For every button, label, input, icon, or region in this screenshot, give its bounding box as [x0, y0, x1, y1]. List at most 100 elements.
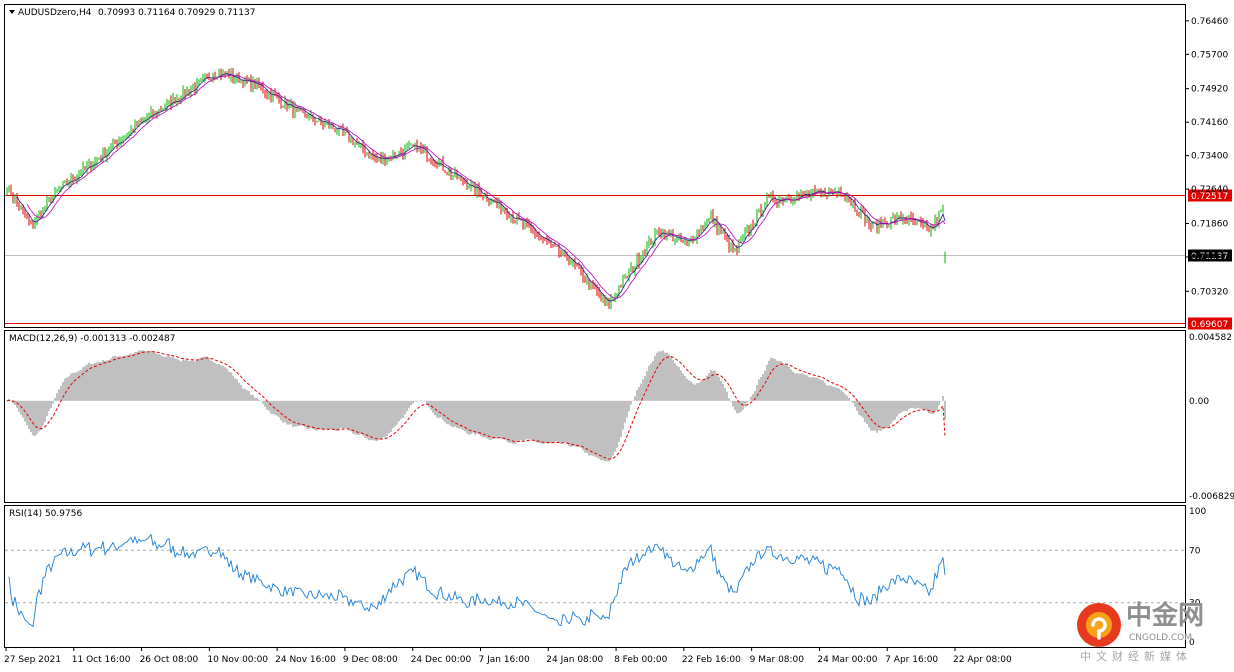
macd-bar	[482, 400, 484, 438]
macd-bar	[284, 400, 286, 423]
macd-bar	[136, 351, 138, 401]
macd-bar	[124, 355, 126, 401]
macd-bar	[206, 356, 208, 401]
macd-bar	[104, 360, 106, 401]
macd-bar	[224, 367, 226, 401]
macd-bar	[754, 391, 756, 401]
macd-bar	[814, 377, 816, 401]
macd-bar	[622, 400, 624, 430]
macd-bar	[792, 371, 794, 401]
macd-bar	[474, 400, 476, 435]
macd-bar	[924, 400, 926, 410]
macd-bar	[414, 400, 416, 402]
macd-bar	[798, 373, 800, 401]
macd-series	[6, 350, 946, 462]
macd-bar	[734, 400, 736, 411]
macd-bar	[578, 400, 580, 447]
x-tick-label: 9 Dec 08:00	[343, 655, 398, 665]
macd-bar	[448, 400, 450, 425]
macd-bar	[346, 400, 348, 429]
macd-bar	[272, 400, 274, 415]
macd-bar	[702, 379, 704, 401]
macd-bar	[730, 400, 732, 402]
macd-bar	[480, 400, 482, 437]
macd-tick-label: 0.004582	[1189, 333, 1232, 343]
watermark-tagline: 中文财经新媒体	[1080, 649, 1192, 663]
price-tag-box	[1188, 317, 1232, 330]
macd-bar	[238, 382, 240, 401]
macd-bar	[324, 400, 326, 430]
macd-bar	[400, 400, 402, 420]
macd-bar	[70, 373, 72, 401]
macd-bar	[410, 400, 412, 406]
macd-bar	[372, 400, 374, 441]
macd-bar	[894, 400, 896, 420]
y-tick-label: 0.74160	[1191, 118, 1228, 128]
macd-bar	[886, 400, 888, 428]
macd-bar	[626, 400, 628, 418]
macd-bar	[788, 367, 790, 401]
macd-bar	[586, 400, 588, 453]
macd-bar	[160, 355, 162, 401]
macd-bar	[828, 385, 830, 401]
macd-bar	[250, 394, 252, 401]
macd-bar	[732, 400, 734, 407]
macd-bar	[290, 400, 292, 425]
macd-bar	[466, 400, 468, 434]
macd-bar	[932, 400, 934, 415]
macd-bar	[684, 375, 686, 401]
macd-bar	[650, 363, 652, 401]
x-tick-label: 22 Apr 08:00	[953, 655, 1012, 665]
macd-bar	[74, 372, 76, 401]
macd-bar	[868, 400, 870, 428]
candlestick-series	[6, 68, 946, 310]
macd-bar	[168, 355, 170, 401]
macd-bar	[494, 400, 496, 439]
macd-bar	[850, 400, 852, 402]
macd-bar	[176, 358, 178, 401]
macd-bar	[196, 359, 198, 401]
macd-bar	[456, 400, 458, 428]
macd-bar	[890, 400, 892, 424]
macd-bar	[502, 400, 504, 440]
macd-bar	[48, 400, 50, 412]
macd-bar	[574, 400, 576, 447]
macd-bar	[660, 351, 662, 401]
macd-bar	[688, 380, 690, 401]
macd-bar	[584, 400, 586, 453]
dropdown-arrow-icon[interactable]	[9, 10, 15, 14]
macd-bar	[462, 400, 464, 431]
macd-bar	[80, 369, 82, 401]
macd-bar	[406, 400, 408, 412]
macd-bar	[460, 400, 462, 429]
macd-bar	[132, 353, 134, 401]
macd-bar	[516, 400, 518, 442]
macd-bar	[180, 361, 182, 401]
macd-bar	[114, 355, 116, 401]
macd-bar	[382, 400, 384, 438]
macd-bar	[548, 400, 550, 444]
macd-label: MACD(12,26,9) -0.001313 -0.002487	[9, 334, 175, 344]
macd-bar	[6, 400, 8, 402]
macd-bar	[700, 380, 702, 401]
macd-bar	[804, 374, 806, 401]
macd-bar	[712, 370, 714, 401]
macd-bar	[842, 391, 844, 401]
macd-bar	[600, 400, 602, 461]
x-tick-label: 24 Nov 16:00	[275, 655, 336, 665]
macd-bar	[350, 400, 352, 432]
macd-bar	[628, 400, 630, 412]
time-axis: 27 Sep 2021 11 Oct 16:00 26 Oct 08:00 10 No…	[4, 647, 1012, 665]
macd-bar	[802, 373, 804, 401]
macd-bar	[774, 358, 776, 401]
macd-bar	[916, 400, 918, 409]
macd-bar	[540, 400, 542, 444]
macd-bar	[646, 371, 648, 401]
macd-bar	[486, 400, 488, 439]
macd-bar	[390, 400, 392, 432]
macd-bar	[62, 381, 64, 401]
macd-bar	[86, 364, 88, 401]
macd-bar	[752, 394, 754, 401]
macd-bar	[32, 400, 34, 436]
macd-bar	[554, 400, 556, 443]
